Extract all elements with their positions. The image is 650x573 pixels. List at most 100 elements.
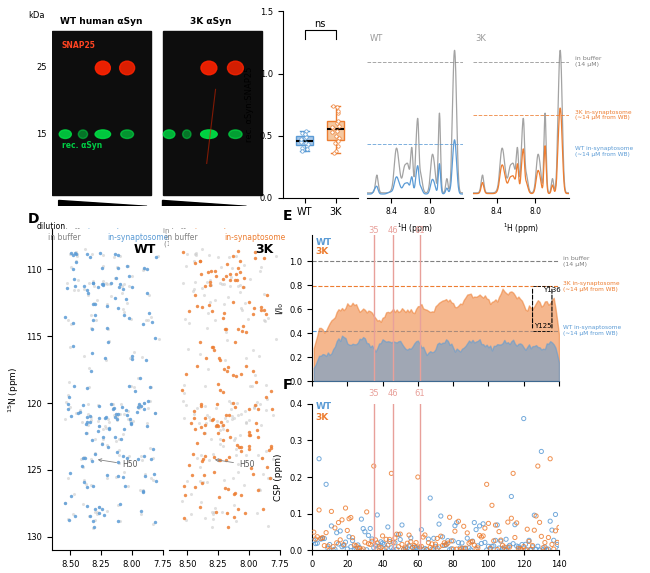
Point xyxy=(413,544,423,554)
Point xyxy=(68,264,78,273)
Point xyxy=(85,252,96,261)
Point xyxy=(332,528,342,537)
Point xyxy=(514,542,524,551)
Ellipse shape xyxy=(227,61,243,74)
Point xyxy=(543,533,554,542)
Point xyxy=(198,455,208,464)
Point xyxy=(70,512,80,521)
Point xyxy=(199,470,209,480)
Point xyxy=(179,481,189,490)
Point xyxy=(190,258,201,268)
Point xyxy=(266,474,276,483)
Point xyxy=(379,545,389,554)
Point xyxy=(474,531,485,540)
Point xyxy=(86,415,97,425)
Point xyxy=(88,300,98,309)
Point xyxy=(497,544,508,553)
Point xyxy=(94,509,104,518)
Point xyxy=(520,545,530,554)
Text: 3K αSyn: 3K αSyn xyxy=(190,17,232,26)
Text: (14 μM): (14 μM) xyxy=(164,241,192,247)
Point xyxy=(204,455,214,464)
Point xyxy=(101,473,112,482)
Point xyxy=(446,536,456,545)
Point xyxy=(312,539,322,548)
Point xyxy=(194,338,205,347)
Point xyxy=(179,380,189,390)
Point xyxy=(458,544,469,553)
Point xyxy=(384,537,395,546)
Point xyxy=(110,433,120,442)
Point xyxy=(179,490,190,500)
Point xyxy=(92,507,102,516)
Point xyxy=(261,380,271,390)
Point xyxy=(126,354,136,363)
Point xyxy=(117,281,127,291)
Point xyxy=(146,313,157,322)
Point xyxy=(126,314,136,323)
Point xyxy=(215,435,226,444)
Point xyxy=(135,485,145,494)
Point xyxy=(363,531,374,540)
Point xyxy=(127,272,137,281)
Point xyxy=(200,401,210,410)
Point xyxy=(79,352,89,361)
Point xyxy=(127,351,137,360)
Point xyxy=(551,526,561,535)
Point xyxy=(129,387,140,396)
Point xyxy=(333,539,344,548)
Point xyxy=(235,370,246,379)
Text: in buffer
(14 μM): in buffer (14 μM) xyxy=(575,57,602,67)
Point xyxy=(300,131,311,140)
Point xyxy=(218,299,229,308)
Text: 46: 46 xyxy=(388,226,398,235)
Point xyxy=(60,312,70,321)
Point xyxy=(332,141,343,150)
Text: 61: 61 xyxy=(414,390,425,398)
Point xyxy=(180,370,190,379)
Point xyxy=(378,539,388,548)
Point xyxy=(125,417,135,426)
Point xyxy=(226,398,237,407)
Point xyxy=(88,298,99,307)
Point xyxy=(211,417,222,426)
Point xyxy=(101,413,111,422)
Point xyxy=(434,543,444,552)
Point xyxy=(90,515,100,524)
Point xyxy=(330,523,340,532)
Point xyxy=(121,405,131,414)
X-axis label: $^1$H (ppm): $^1$H (ppm) xyxy=(502,222,539,237)
Point xyxy=(63,404,73,413)
Point xyxy=(61,397,72,406)
Point xyxy=(261,393,271,402)
Point xyxy=(453,517,463,526)
Point xyxy=(69,381,79,390)
Point xyxy=(78,453,88,462)
Y-axis label: rec. αSyn:SNAP25: rec. αSyn:SNAP25 xyxy=(245,67,254,142)
Point xyxy=(140,470,150,479)
Text: in buffer: in buffer xyxy=(163,227,193,234)
Point xyxy=(104,418,114,427)
Point xyxy=(177,386,187,395)
Point xyxy=(84,511,95,520)
Point xyxy=(217,280,228,289)
Point xyxy=(249,403,259,413)
Point xyxy=(81,419,91,428)
Point xyxy=(504,541,515,550)
Point xyxy=(103,338,113,347)
Point xyxy=(214,456,224,465)
Point xyxy=(98,279,109,288)
Point xyxy=(113,458,124,467)
Text: 3K: 3K xyxy=(255,242,274,256)
Point xyxy=(432,534,443,543)
Point xyxy=(66,319,77,328)
Point xyxy=(94,503,104,512)
Point xyxy=(187,471,198,480)
Point xyxy=(265,474,275,483)
Point xyxy=(369,461,379,470)
Point xyxy=(309,528,319,537)
Point xyxy=(529,525,539,535)
Point xyxy=(255,421,266,430)
Point xyxy=(216,262,226,272)
Point xyxy=(310,539,320,548)
